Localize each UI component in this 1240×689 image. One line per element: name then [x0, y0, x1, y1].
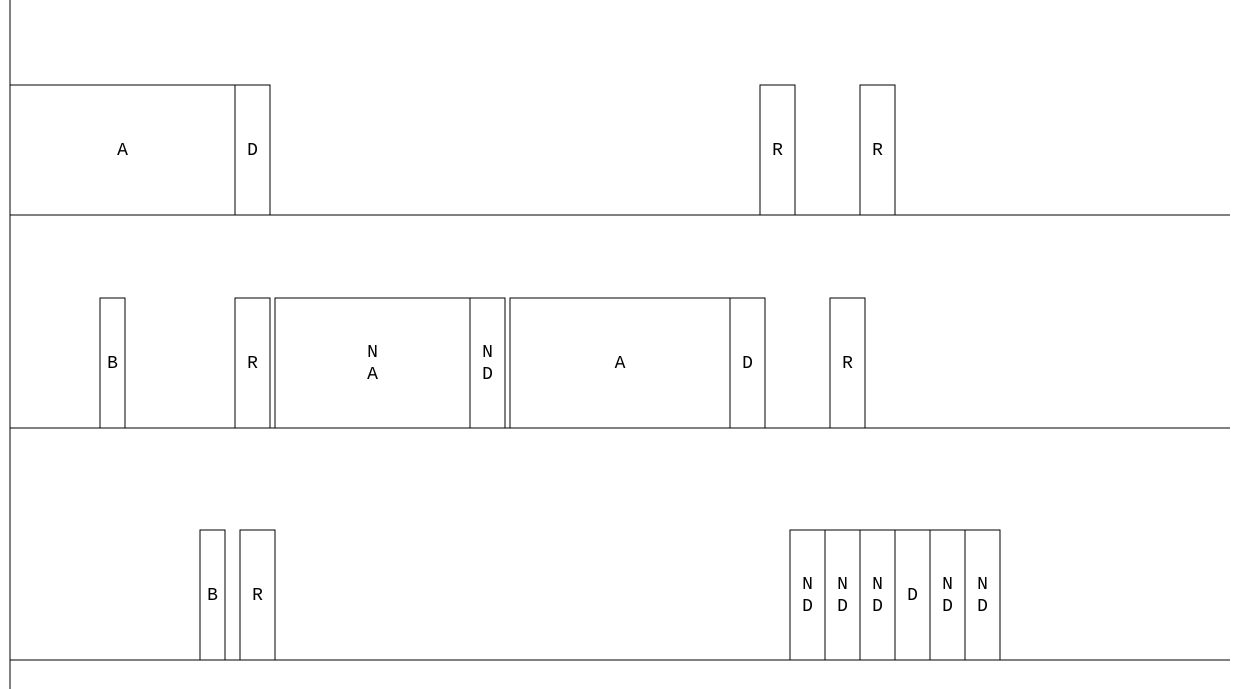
box-label: D	[942, 597, 953, 617]
box-label: N	[942, 575, 953, 595]
box-label: D	[247, 141, 258, 161]
box-label: N	[977, 575, 988, 595]
box-label: N	[837, 575, 848, 595]
box-label: R	[252, 586, 263, 606]
box-label: A	[367, 365, 378, 385]
box-label: A	[615, 354, 626, 374]
box-label: R	[247, 354, 258, 374]
box-label: R	[842, 354, 853, 374]
diagram-box	[790, 530, 825, 660]
diagram-box	[860, 530, 895, 660]
diagram-canvas: ADRRBRNANDADRBRNDNDNDDNDND	[0, 0, 1240, 689]
diagram-box	[965, 530, 1000, 660]
box-label: N	[367, 343, 378, 363]
box-label: D	[742, 354, 753, 374]
diagram-box	[930, 530, 965, 660]
box-label: D	[977, 597, 988, 617]
box-label: N	[872, 575, 883, 595]
box-label: D	[837, 597, 848, 617]
box-label: A	[117, 141, 128, 161]
box-label: N	[482, 343, 493, 363]
box-label: B	[107, 354, 118, 374]
box-label: D	[907, 586, 918, 606]
box-label: D	[872, 597, 883, 617]
diagram-box	[825, 530, 860, 660]
box-label: R	[772, 141, 783, 161]
box-label: B	[207, 586, 218, 606]
box-label: N	[802, 575, 813, 595]
box-label: R	[872, 141, 883, 161]
diagram-box	[470, 298, 505, 428]
box-label: D	[482, 365, 493, 385]
box-label: D	[802, 597, 813, 617]
diagram-box	[275, 298, 470, 428]
